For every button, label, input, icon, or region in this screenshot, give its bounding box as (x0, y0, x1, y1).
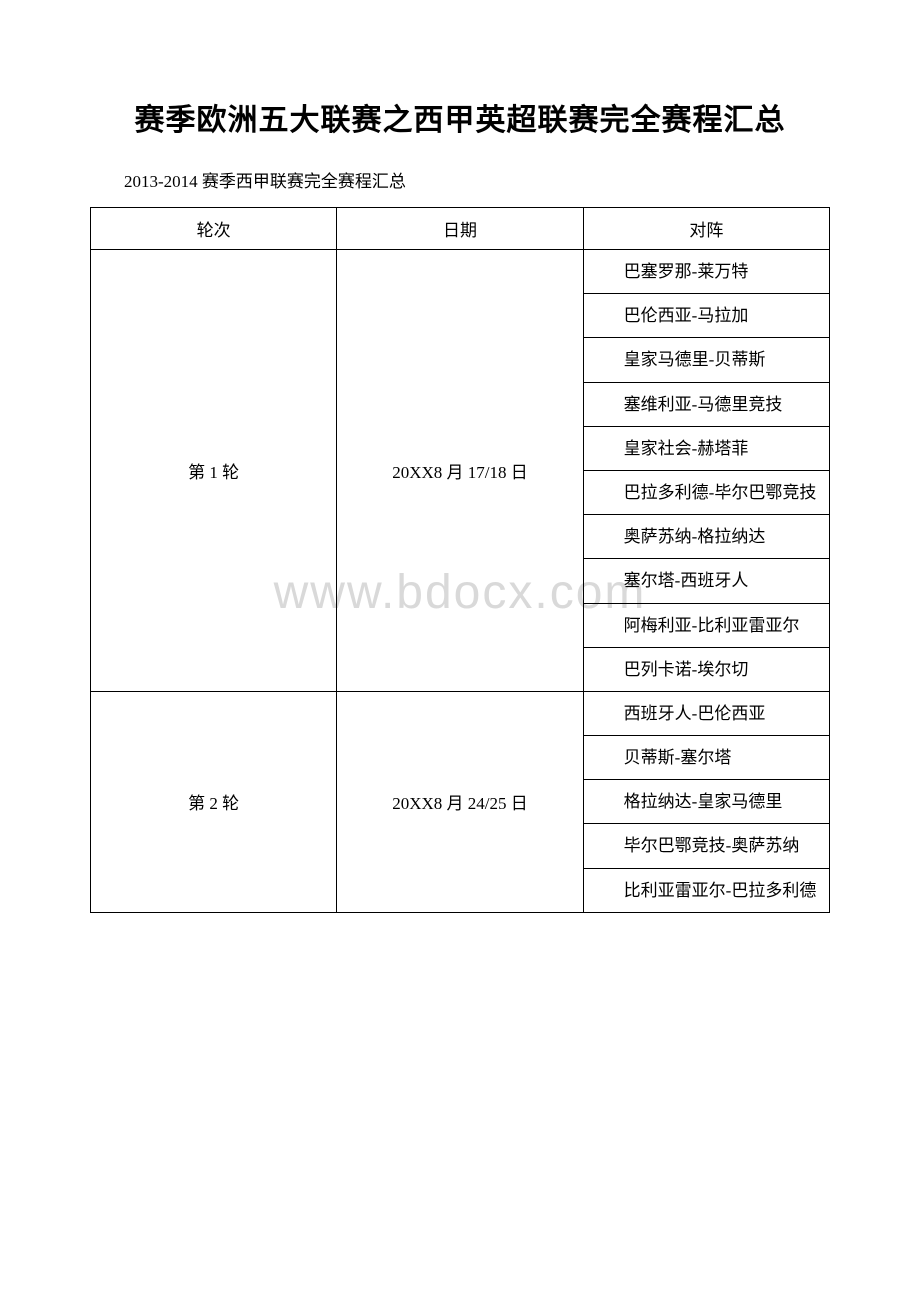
table-header-row: 轮次 日期 对阵 (91, 208, 830, 250)
header-match: 对阵 (583, 208, 829, 250)
match-cell: 皇家马德里-贝蒂斯 (583, 338, 829, 382)
match-cell: 巴列卡诺-埃尔切 (583, 647, 829, 691)
table-row: 第 1 轮20XX8 月 17/18 日巴塞罗那-莱万特 (91, 250, 830, 294)
match-cell: 比利亚雷亚尔-巴拉多利德 (583, 868, 829, 912)
page-title: 赛季欧洲五大联赛之西甲英超联赛完全赛程汇总 (90, 100, 830, 142)
table-row: 第 2 轮20XX8 月 24/25 日西班牙人-巴伦西亚 (91, 691, 830, 735)
match-cell: 毕尔巴鄂竞技-奥萨苏纳 (583, 824, 829, 868)
round-cell: 第 2 轮 (91, 691, 337, 912)
match-cell: 格拉纳达-皇家马德里 (583, 780, 829, 824)
match-cell: 奥萨苏纳-格拉纳达 (583, 515, 829, 559)
match-cell: 贝蒂斯-塞尔塔 (583, 736, 829, 780)
match-cell: 阿梅利亚-比利亚雷亚尔 (583, 603, 829, 647)
header-round: 轮次 (91, 208, 337, 250)
match-cell: 巴伦西亚-马拉加 (583, 294, 829, 338)
subtitle-text: 2013-2014 赛季西甲联赛完全赛程汇总 (90, 167, 830, 192)
match-cell: 皇家社会-赫塔菲 (583, 426, 829, 470)
header-date: 日期 (337, 208, 583, 250)
schedule-table: 轮次 日期 对阵 第 1 轮20XX8 月 17/18 日巴塞罗那-莱万特巴伦西… (90, 207, 830, 913)
match-cell: 巴塞罗那-莱万特 (583, 250, 829, 294)
match-cell: 西班牙人-巴伦西亚 (583, 691, 829, 735)
round-cell: 第 1 轮 (91, 250, 337, 692)
date-cell: 20XX8 月 17/18 日 (337, 250, 583, 692)
match-cell: 塞尔塔-西班牙人 (583, 559, 829, 603)
date-cell: 20XX8 月 24/25 日 (337, 691, 583, 912)
match-cell: 塞维利亚-马德里竞技 (583, 382, 829, 426)
match-cell: 巴拉多利德-毕尔巴鄂竞技 (583, 470, 829, 514)
